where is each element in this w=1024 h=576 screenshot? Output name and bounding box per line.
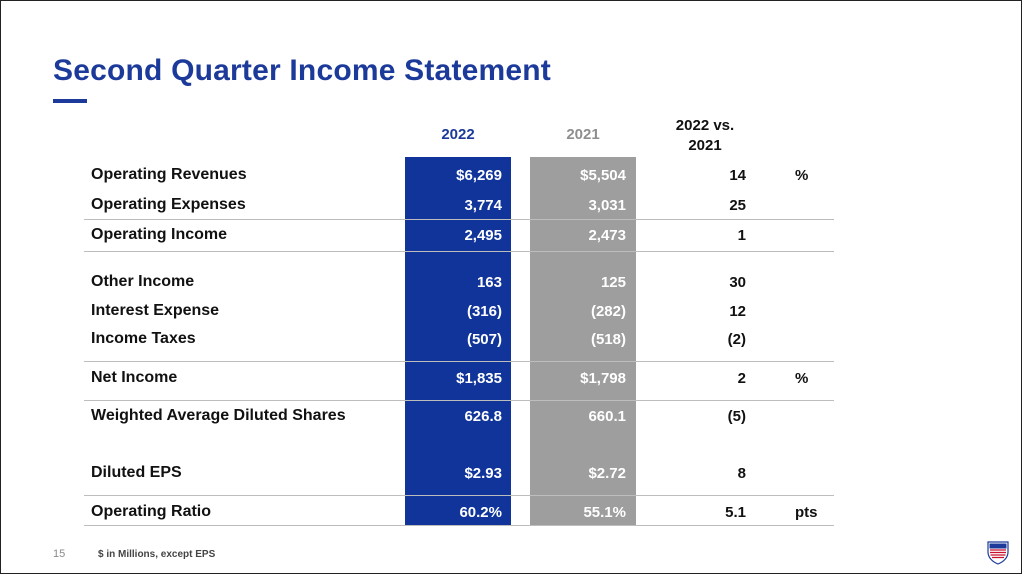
footnote: $ in Millions, except EPS xyxy=(98,549,216,560)
value-2021-operating-ratio: 55.1% xyxy=(583,504,626,521)
change-operating-expenses: 25 xyxy=(729,197,746,214)
change-weighted-average-diluted-shares: (5) xyxy=(727,408,746,425)
value-2022-weighted-average-diluted-shares: 626.8 xyxy=(464,408,502,425)
change-header-line2: 2021 xyxy=(688,137,722,154)
value-2022-income-taxes: (507) xyxy=(466,331,502,348)
value-2021-income-taxes: (518) xyxy=(590,331,626,348)
value-2021-other-income: 125 xyxy=(600,274,626,291)
row-label-income-taxes: Income Taxes xyxy=(91,330,196,347)
row-label-operating-income: Operating Income xyxy=(91,226,228,243)
separator-line xyxy=(84,361,834,362)
change-other-income: 30 xyxy=(729,274,746,291)
value-2022-operating-income: 2,495 xyxy=(464,227,502,244)
unit-operating-ratio: pts xyxy=(795,504,818,521)
change-operating-revenues: 14 xyxy=(729,167,746,184)
separator-line xyxy=(84,495,834,496)
slide-title: Second Quarter Income Statement xyxy=(53,54,551,87)
row-label-operating-ratio: Operating Ratio xyxy=(91,503,212,520)
value-2021-operating-expenses: 3,031 xyxy=(588,197,626,214)
page-number: 15 xyxy=(53,548,66,560)
column-header-2021: 2021 xyxy=(566,126,600,143)
row-label-operating-expenses: Operating Expenses xyxy=(91,196,246,213)
value-2021-operating-income: 2,473 xyxy=(588,227,626,244)
unit-net-income: % xyxy=(795,370,809,387)
change-diluted-eps: 8 xyxy=(737,465,746,482)
change-income-taxes: (2) xyxy=(727,331,746,348)
change-net-income: 2 xyxy=(737,370,746,387)
row-label-diluted-eps: Diluted EPS xyxy=(91,464,182,481)
row-label-weighted-average-diluted-shares: Weighted Average Diluted Shares xyxy=(91,407,346,424)
separator-line xyxy=(84,525,834,526)
value-2022-interest-expense: (316) xyxy=(466,303,502,320)
column-header-change: 2022 vs. 2021 xyxy=(660,116,750,156)
row-label-net-income: Net Income xyxy=(91,369,178,386)
value-2021-interest-expense: (282) xyxy=(590,303,626,320)
unit-operating-revenues: % xyxy=(795,167,809,184)
change-interest-expense: 12 xyxy=(729,303,746,320)
separator-line xyxy=(84,251,834,252)
value-2022-operating-expenses: 3,774 xyxy=(464,197,502,214)
column-2022-background xyxy=(405,157,511,526)
value-2022-diluted-eps: $2.93 xyxy=(464,465,502,482)
separator-line xyxy=(84,400,834,401)
value-2022-operating-ratio: 60.2% xyxy=(459,504,502,521)
change-header-line1: 2022 vs. xyxy=(675,117,735,134)
row-label-interest-expense: Interest Expense xyxy=(91,302,220,319)
value-2022-operating-revenues: $6,269 xyxy=(456,167,502,184)
value-2022-net-income: $1,835 xyxy=(456,370,502,387)
row-label-other-income: Other Income xyxy=(91,273,195,290)
row-label-operating-revenues: Operating Revenues xyxy=(91,166,247,183)
value-2021-diluted-eps: $2.72 xyxy=(588,465,626,482)
value-2021-weighted-average-diluted-shares: 660.1 xyxy=(588,408,626,425)
column-header-2022: 2022 xyxy=(441,126,475,143)
change-operating-ratio: 5.1 xyxy=(725,504,746,521)
value-2021-net-income: $1,798 xyxy=(580,370,626,387)
change-operating-income: 1 xyxy=(737,227,746,244)
value-2021-operating-revenues: $5,504 xyxy=(580,167,626,184)
title-underline xyxy=(53,99,87,103)
separator-line xyxy=(84,219,834,220)
column-2021-background xyxy=(530,157,636,526)
union-pacific-shield-icon xyxy=(985,539,1011,565)
value-2022-other-income: 163 xyxy=(476,274,502,291)
